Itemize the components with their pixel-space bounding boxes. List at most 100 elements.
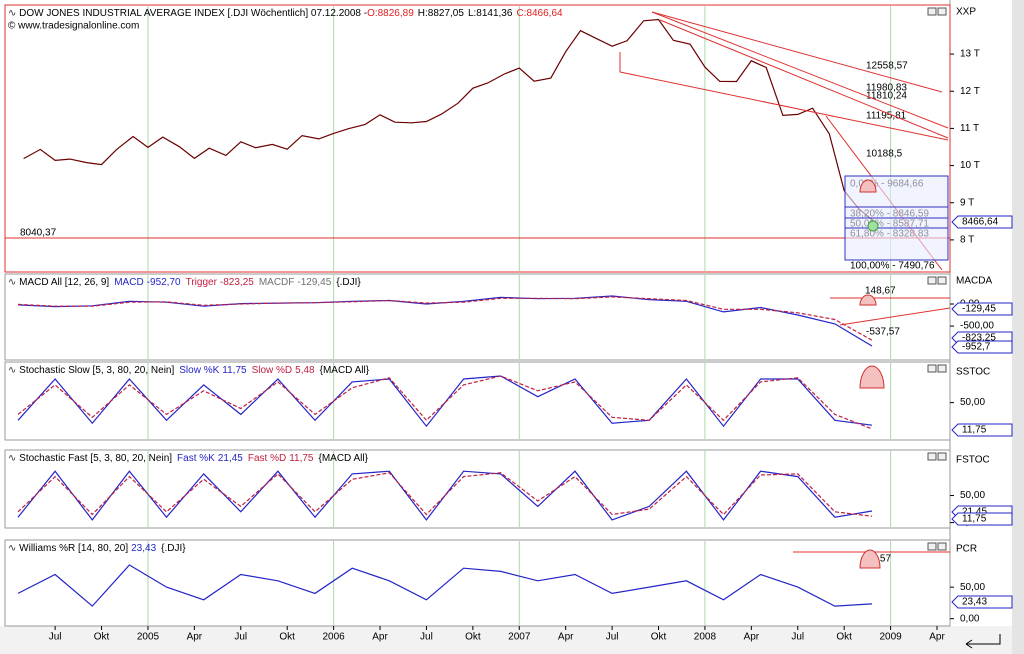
x-tick-label: Apr xyxy=(929,632,945,643)
value-box-label: 11,75 xyxy=(962,514,987,525)
annotation: 11980,83 xyxy=(866,83,907,94)
x-tick-label: Jul xyxy=(234,632,247,643)
axis-name: PCR xyxy=(956,544,977,555)
x-tick-label: Okt xyxy=(836,632,852,643)
window-button[interactable] xyxy=(927,7,937,16)
x-tick-label: Okt xyxy=(279,632,295,643)
x-tick-label: Jul xyxy=(791,632,804,643)
panel-title: MACD All [12, 26, 9] xyxy=(19,277,109,288)
y-tick-label: 11 T xyxy=(960,123,979,134)
arrow-icon[interactable] xyxy=(965,634,1001,649)
value-box-label: 11,75 xyxy=(962,425,987,436)
y-tick-label: 10 T xyxy=(960,160,980,171)
window-button[interactable] xyxy=(927,276,937,285)
window-button[interactable] xyxy=(927,364,937,373)
y-tick-label: 12 T xyxy=(960,86,980,97)
series-last: -823,25 xyxy=(220,277,254,288)
y-tick-label: 50,00 xyxy=(960,582,985,593)
trend-line xyxy=(839,307,951,326)
panel-frame xyxy=(4,4,951,273)
x-tick-label: Okt xyxy=(94,632,110,643)
series-name: Fast %D xyxy=(248,453,286,464)
series-name: Slow %D xyxy=(252,365,293,376)
series-last: 23,43 xyxy=(131,543,156,554)
y-tick-label: 8 T xyxy=(960,235,974,246)
header-icon: ∿ xyxy=(8,453,19,464)
annotation: -537,57 xyxy=(866,327,900,338)
value-box xyxy=(951,595,1013,609)
value-box xyxy=(951,423,1013,437)
panel-title: Stochastic Slow [5, 3, 80, 20, Nein] xyxy=(19,365,174,376)
panel-title: DOW JONES INDUSTRIAL AVERAGE INDEX [.DJI… xyxy=(19,8,367,19)
source: {MACD All} xyxy=(319,453,369,464)
axis-name: SSTOC xyxy=(956,367,990,378)
panel-header: ∿ Williams %R [14, 80, 20] 23,43 {.DJI} xyxy=(8,543,186,554)
x-tick-label: Apr xyxy=(744,632,760,643)
series-last: 11,75 xyxy=(289,453,314,464)
value-box xyxy=(951,302,1013,316)
series-name: Fast %K xyxy=(177,453,215,464)
window-button[interactable] xyxy=(937,7,947,16)
value-box-label: 21,45 xyxy=(962,507,987,518)
source: {.DJI} xyxy=(336,277,361,288)
data-line xyxy=(17,564,873,607)
x-tick-label: 2005 xyxy=(137,632,160,643)
series-last: -952,70 xyxy=(147,277,181,288)
annotation: 12558,57 xyxy=(866,61,908,72)
series-last: 5,48 xyxy=(295,365,315,376)
panel: 50,00 SSTOC ∿ Stochastic Slow [5, 3, 80, 2… xyxy=(4,361,1013,441)
x-tick-label: Apr xyxy=(372,632,388,643)
quote: C:8466,64 xyxy=(516,8,563,19)
time-axis-bar xyxy=(0,626,1012,654)
panel-frame xyxy=(4,449,951,529)
x-tick-label: Apr xyxy=(187,632,203,643)
window-button[interactable] xyxy=(937,542,947,551)
y-tick-label: 50,00 xyxy=(960,490,985,501)
window-button[interactable] xyxy=(927,452,937,461)
source: {.DJI} xyxy=(161,543,186,554)
window-button[interactable] xyxy=(927,542,937,551)
header-icon: ∿ xyxy=(8,8,19,19)
panel-header: ∿ Stochastic Slow [5, 3, 80, 20, Nein] Sl… xyxy=(8,365,370,376)
series-last: 21,45 xyxy=(218,453,243,464)
panel-frame xyxy=(4,539,951,627)
value-box-label: -823,25 xyxy=(962,333,996,344)
x-tick-label: Apr xyxy=(558,632,574,643)
value-box xyxy=(951,512,1013,526)
y-tick-label: -500,00 xyxy=(960,321,994,332)
fib-label: 100,00% - 7490,76 xyxy=(850,261,935,272)
trend-line xyxy=(659,19,949,139)
series-name: Slow %K xyxy=(179,365,219,376)
x-tick-label: 2009 xyxy=(879,632,902,643)
axis-name: XXP xyxy=(956,7,976,18)
quote: H:8827,05 xyxy=(418,8,465,19)
markers xyxy=(859,179,885,569)
data-line xyxy=(17,472,873,517)
marker xyxy=(859,179,877,193)
window-button[interactable] xyxy=(937,276,947,285)
trend-line xyxy=(651,11,943,93)
nav-arrow[interactable] xyxy=(965,634,1001,649)
window-button[interactable] xyxy=(937,452,947,461)
y-tick-label: 50,00 xyxy=(960,397,985,408)
x-tick-label: 2006 xyxy=(322,632,345,643)
x-tick-label: Jul xyxy=(420,632,433,643)
annotation: 148,67 xyxy=(865,286,896,297)
source: {MACD All} xyxy=(320,365,370,376)
scrollbar[interactable] xyxy=(1012,0,1024,654)
window-button[interactable] xyxy=(937,364,947,373)
data-line xyxy=(17,296,873,341)
header-icon: ∿ xyxy=(8,277,19,288)
data-line xyxy=(17,375,873,428)
marker xyxy=(859,365,885,389)
y-tick-label: 9 T xyxy=(960,197,974,208)
x-tick-label: Okt xyxy=(465,632,481,643)
annotation: 8040,37 xyxy=(20,228,57,239)
trend-line xyxy=(651,11,949,129)
series-last: 11,75 xyxy=(222,365,247,376)
panel-header: ∿ DOW JONES INDUSTRIAL AVERAGE INDEX [.D… xyxy=(8,8,563,19)
panel-header: ∿ Stochastic Fast [5, 3, 80, 20, Nein] Fa… xyxy=(8,453,369,464)
quote: O:8826,89 xyxy=(367,8,414,19)
